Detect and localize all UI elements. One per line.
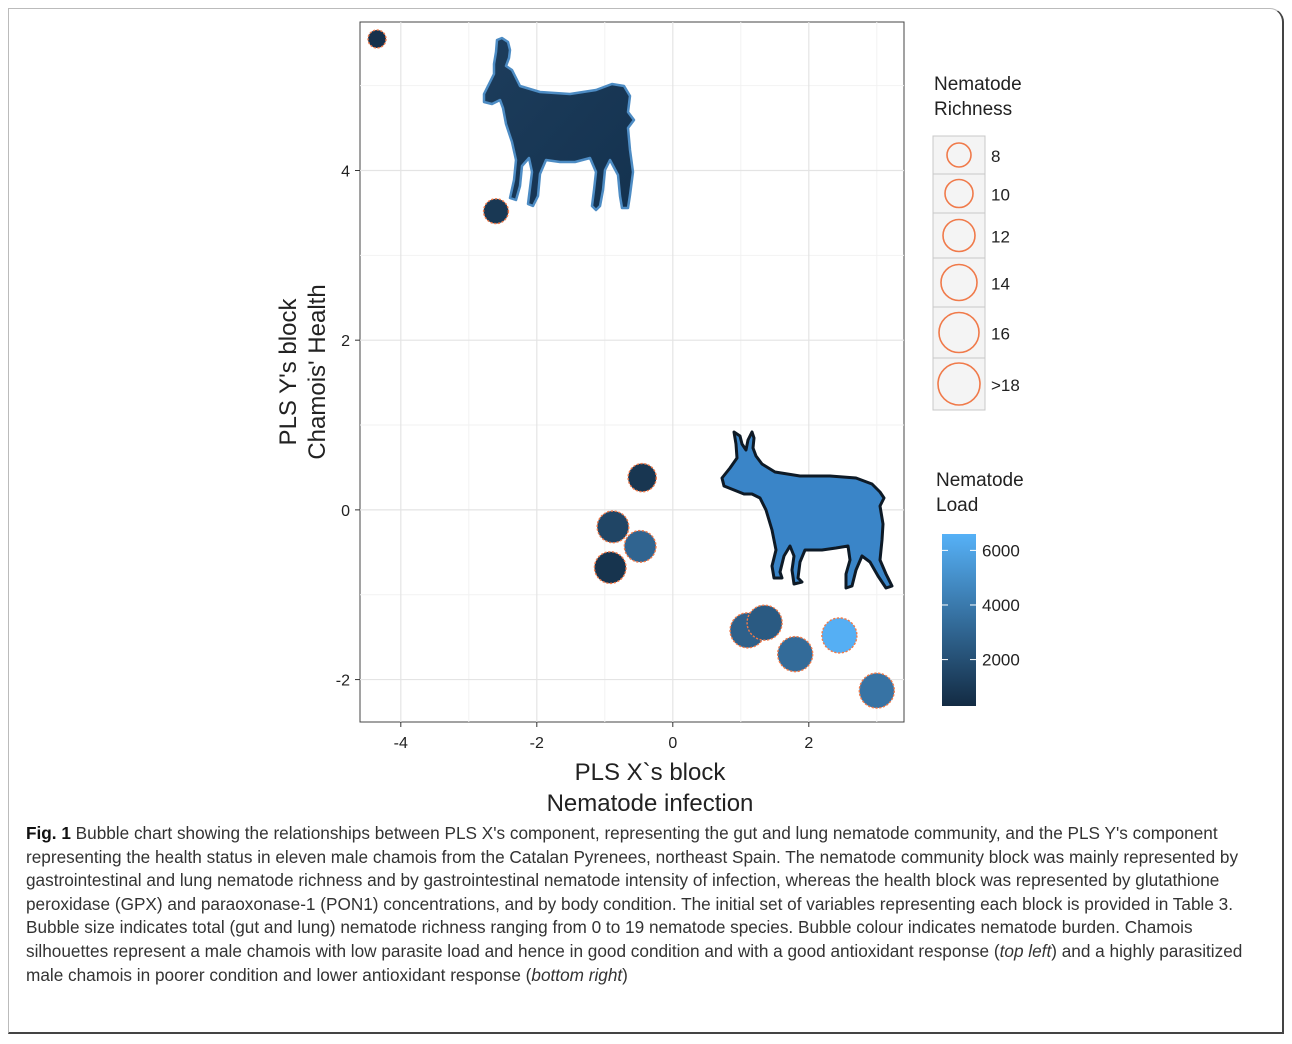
x-tick-label: 0 xyxy=(668,735,677,752)
x-axis-title-line2: Nematode infection xyxy=(547,790,754,817)
figure-frame xyxy=(8,8,1284,1034)
caption-italic-top-left: top left xyxy=(999,940,1052,961)
size-legend-circle xyxy=(942,218,976,253)
size-legend-title-line2: Richness xyxy=(934,99,1012,120)
size-legend-label: >18 xyxy=(991,376,1020,395)
data-point-8 xyxy=(746,604,783,641)
chamois-silhouette-healthy-icon xyxy=(482,36,636,212)
size-legend-circle xyxy=(938,311,980,354)
bubble-chart: -4 -2 0 2 -2 0 2 4 PLS X`s block Nematode infec… xyxy=(275,21,1024,817)
color-bar xyxy=(942,534,976,706)
size-legend-key xyxy=(932,212,986,259)
caption-label: Fig. 1 xyxy=(26,823,71,843)
data-point-10 xyxy=(821,617,858,654)
x-tick-label: 2 xyxy=(804,735,813,752)
axes: -4 -2 0 2 -2 0 2 4 xyxy=(336,163,814,752)
color-legend: Nematode Load 2000 4000 6000 xyxy=(936,470,1024,706)
size-legend-key xyxy=(932,135,986,175)
data-point-2 xyxy=(482,198,510,225)
data-point-6 xyxy=(593,551,627,585)
chamois-silhouette-parasitized-icon xyxy=(720,430,894,590)
size-legend-label: 16 xyxy=(991,325,1010,344)
x-axis-title-line1: PLS X`s block xyxy=(575,759,727,786)
size-legend-circle xyxy=(940,263,978,302)
color-legend-label: 2000 xyxy=(982,651,1020,670)
y-tick-label: 4 xyxy=(341,163,350,180)
y-axis-title-line2: Chamois' Health xyxy=(304,284,331,459)
size-legend-circle xyxy=(937,362,981,406)
size-legend: Nematode Richness 8 10 12 14 16 >18 xyxy=(932,74,1022,411)
caption-text: Bubble chart showing the relationships b… xyxy=(26,823,1239,961)
y-tick-label: 2 xyxy=(341,333,350,350)
data-point-1 xyxy=(367,29,387,49)
points-layer xyxy=(367,29,895,709)
size-legend-title-line1: Nematode xyxy=(934,74,1022,95)
data-point-9 xyxy=(777,635,814,673)
y-axis-title-line1: PLS Y's block xyxy=(275,298,302,446)
color-legend-title-line1: Nematode xyxy=(936,470,1024,491)
caption-text-2: ) and a highly parasitized male chamois … xyxy=(26,940,1243,985)
caption-text-3: ) xyxy=(622,964,628,985)
color-legend-label: 6000 xyxy=(982,541,1020,560)
figure-caption: Fig. 1 Bubble chart showing the relation… xyxy=(26,822,1266,987)
size-legend-key xyxy=(932,306,986,359)
data-point-5 xyxy=(623,529,657,563)
size-legend-circle xyxy=(944,178,974,209)
data-point-11 xyxy=(858,672,895,709)
color-legend-title-line2: Load xyxy=(936,495,978,516)
size-legend-label: 12 xyxy=(991,228,1010,247)
caption-italic-bottom-right: bottom right xyxy=(531,964,623,985)
color-legend-label: 4000 xyxy=(982,596,1020,615)
x-tick-label: -2 xyxy=(530,735,544,752)
size-legend-label: 8 xyxy=(991,147,1000,166)
size-legend-label: 10 xyxy=(991,186,1010,205)
y-tick-label: -2 xyxy=(336,673,350,690)
size-legend-label: 14 xyxy=(991,275,1010,294)
grid-lines xyxy=(360,22,904,722)
x-tick-label: -4 xyxy=(394,735,408,752)
size-legend-circle xyxy=(946,142,972,168)
size-legend-key xyxy=(932,357,986,411)
data-point-4 xyxy=(596,510,630,544)
y-tick-label: 0 xyxy=(341,503,350,520)
data-point-3 xyxy=(627,462,658,493)
plot-panel xyxy=(359,21,905,723)
